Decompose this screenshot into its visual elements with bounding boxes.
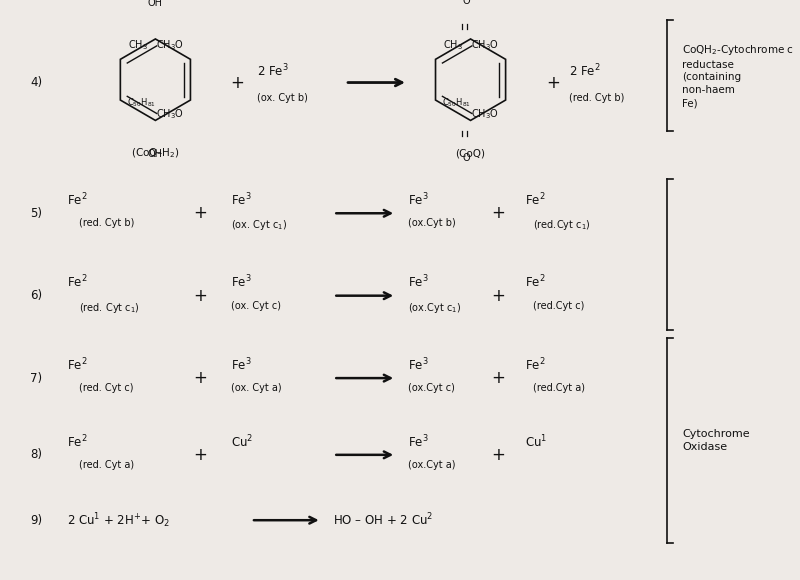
Text: Fe$^{2}$: Fe$^{2}$ <box>526 274 546 291</box>
Text: CoQH$_2$-Cytochrome c
reductase
(containing
non-haem
Fe): CoQH$_2$-Cytochrome c reductase (contain… <box>682 43 794 108</box>
Text: 4): 4) <box>30 76 42 89</box>
Text: Fe$^{3}$: Fe$^{3}$ <box>408 433 429 450</box>
Text: +: + <box>230 74 244 92</box>
Text: O: O <box>463 0 470 6</box>
Text: 9): 9) <box>30 514 42 527</box>
Text: (ox.Cyt c$_1$): (ox.Cyt c$_1$) <box>408 300 461 315</box>
Text: (ox. Cyt c): (ox. Cyt c) <box>231 300 282 311</box>
Text: 2 Cu$^{1}$ + 2H$^{+}$+ O$_2$: 2 Cu$^{1}$ + 2H$^{+}$+ O$_2$ <box>67 511 170 530</box>
Text: +: + <box>491 369 505 387</box>
Text: CH$_3$: CH$_3$ <box>128 38 148 52</box>
Text: Fe$^{2}$: Fe$^{2}$ <box>526 357 546 373</box>
Text: OH: OH <box>148 0 163 8</box>
Text: (red. Cyt c): (red. Cyt c) <box>78 383 133 393</box>
Text: Fe$^{2}$: Fe$^{2}$ <box>67 357 87 373</box>
Text: Fe$^{2}$: Fe$^{2}$ <box>67 433 87 450</box>
Text: +: + <box>546 74 560 92</box>
Text: +: + <box>193 446 207 464</box>
Text: (red. Cyt b): (red. Cyt b) <box>78 218 134 229</box>
Text: (red.Cyt c$_1$): (red.Cyt c$_1$) <box>534 218 591 232</box>
Text: O: O <box>463 153 470 164</box>
Text: +: + <box>193 287 207 304</box>
Text: Fe$^{3}$: Fe$^{3}$ <box>231 357 252 373</box>
Text: (ox.Cyt b): (ox.Cyt b) <box>408 218 455 229</box>
Text: Cytochrome
Oxidase: Cytochrome Oxidase <box>682 429 750 452</box>
Text: Fe$^{2}$: Fe$^{2}$ <box>526 191 546 208</box>
Text: Fe$^{3}$: Fe$^{3}$ <box>231 191 252 208</box>
Text: 7): 7) <box>30 372 42 385</box>
Text: CH$_3$O: CH$_3$O <box>156 38 184 52</box>
Text: CH$_3$O: CH$_3$O <box>471 38 499 52</box>
Text: CH$_3$: CH$_3$ <box>443 38 463 52</box>
Text: (CoQ–H$_2$): (CoQ–H$_2$) <box>131 147 180 161</box>
Text: (ox.Cyt c): (ox.Cyt c) <box>408 383 454 393</box>
Text: Fe$^{3}$: Fe$^{3}$ <box>408 274 429 291</box>
Text: (ox. Cyt a): (ox. Cyt a) <box>231 383 282 393</box>
Text: Cu$^{1}$: Cu$^{1}$ <box>526 433 548 450</box>
Text: +: + <box>491 446 505 464</box>
Text: C$_{50}$H$_{81}$: C$_{50}$H$_{81}$ <box>442 97 470 109</box>
Text: 5): 5) <box>30 206 42 220</box>
Text: (red. Cyt a): (red. Cyt a) <box>78 460 134 470</box>
Text: (red.Cyt a): (red.Cyt a) <box>534 383 586 393</box>
Text: (red. Cyt b): (red. Cyt b) <box>569 93 624 103</box>
Text: HO – OH + 2 Cu$^{2}$: HO – OH + 2 Cu$^{2}$ <box>334 512 434 528</box>
Text: +: + <box>193 369 207 387</box>
Text: (ox. Cyt c$_1$): (ox. Cyt c$_1$) <box>231 218 288 232</box>
Text: CH$_3$O: CH$_3$O <box>471 107 499 121</box>
Text: +: + <box>491 204 505 222</box>
Text: (ox.Cyt a): (ox.Cyt a) <box>408 460 455 470</box>
Text: 2 Fe$^{3}$: 2 Fe$^{3}$ <box>258 63 289 79</box>
Text: OH: OH <box>148 149 163 159</box>
Text: Fe$^{2}$: Fe$^{2}$ <box>67 274 87 291</box>
Text: CH$_3$O: CH$_3$O <box>156 107 184 121</box>
Text: +: + <box>193 204 207 222</box>
Text: Fe$^{3}$: Fe$^{3}$ <box>408 191 429 208</box>
Text: (ox. Cyt b): (ox. Cyt b) <box>258 93 308 103</box>
Text: Cu$^{2}$: Cu$^{2}$ <box>231 433 254 450</box>
Text: 2 Fe$^{2}$: 2 Fe$^{2}$ <box>569 63 600 79</box>
Text: (CoQ): (CoQ) <box>455 148 486 158</box>
Text: C$_{50}$H$_{81}$: C$_{50}$H$_{81}$ <box>126 97 155 109</box>
Text: Fe$^{2}$: Fe$^{2}$ <box>67 191 87 208</box>
Text: (red. Cyt c$_1$): (red. Cyt c$_1$) <box>78 300 139 315</box>
Text: Fe$^{3}$: Fe$^{3}$ <box>231 274 252 291</box>
Text: Fe$^{3}$: Fe$^{3}$ <box>408 357 429 373</box>
Text: +: + <box>491 287 505 304</box>
Text: (red.Cyt c): (red.Cyt c) <box>534 300 585 311</box>
Text: 8): 8) <box>30 448 42 461</box>
Text: 6): 6) <box>30 289 42 302</box>
